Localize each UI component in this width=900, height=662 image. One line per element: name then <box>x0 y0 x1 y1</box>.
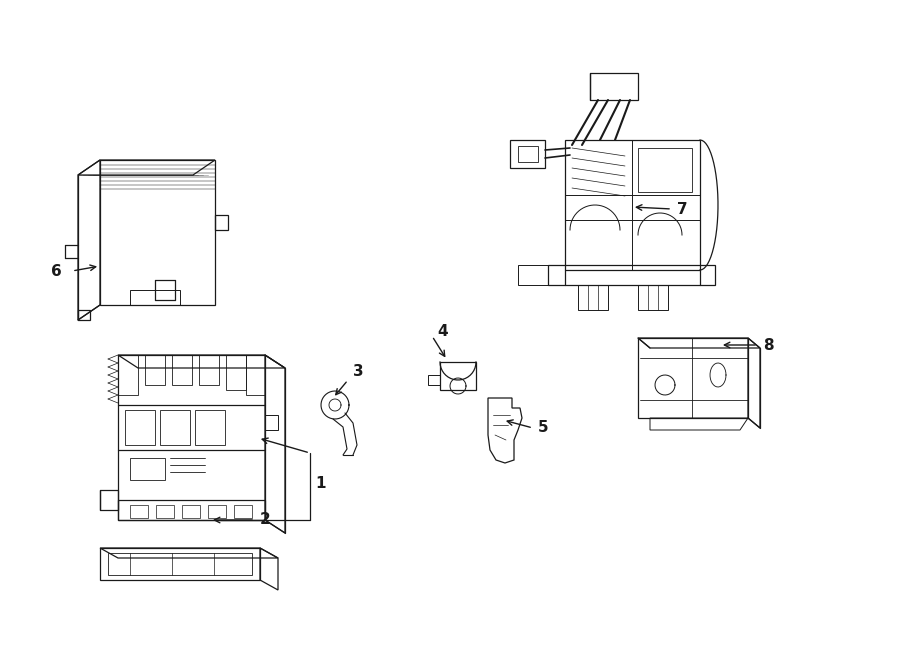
Text: 6: 6 <box>51 263 62 279</box>
Text: 5: 5 <box>538 420 549 436</box>
Text: 4: 4 <box>437 324 447 338</box>
Text: 2: 2 <box>260 512 271 528</box>
Text: 8: 8 <box>763 338 774 352</box>
Text: 7: 7 <box>677 201 688 216</box>
Text: 1: 1 <box>315 475 326 491</box>
Text: 3: 3 <box>353 365 364 379</box>
